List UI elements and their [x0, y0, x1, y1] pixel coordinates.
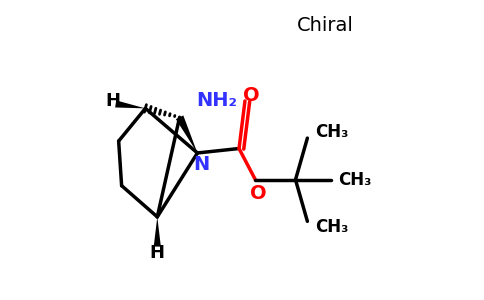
- Text: Chiral: Chiral: [297, 16, 354, 35]
- Text: H: H: [105, 92, 120, 110]
- Text: CH₃: CH₃: [315, 123, 348, 141]
- Polygon shape: [115, 100, 145, 108]
- Text: O: O: [250, 184, 267, 203]
- Text: N: N: [193, 155, 209, 174]
- Text: O: O: [243, 86, 260, 105]
- Polygon shape: [154, 217, 161, 247]
- Text: CH₃: CH₃: [315, 218, 348, 236]
- Text: H: H: [150, 244, 165, 262]
- Polygon shape: [176, 116, 197, 153]
- Text: CH₃: CH₃: [339, 171, 372, 189]
- Text: NH₂: NH₂: [196, 92, 237, 110]
